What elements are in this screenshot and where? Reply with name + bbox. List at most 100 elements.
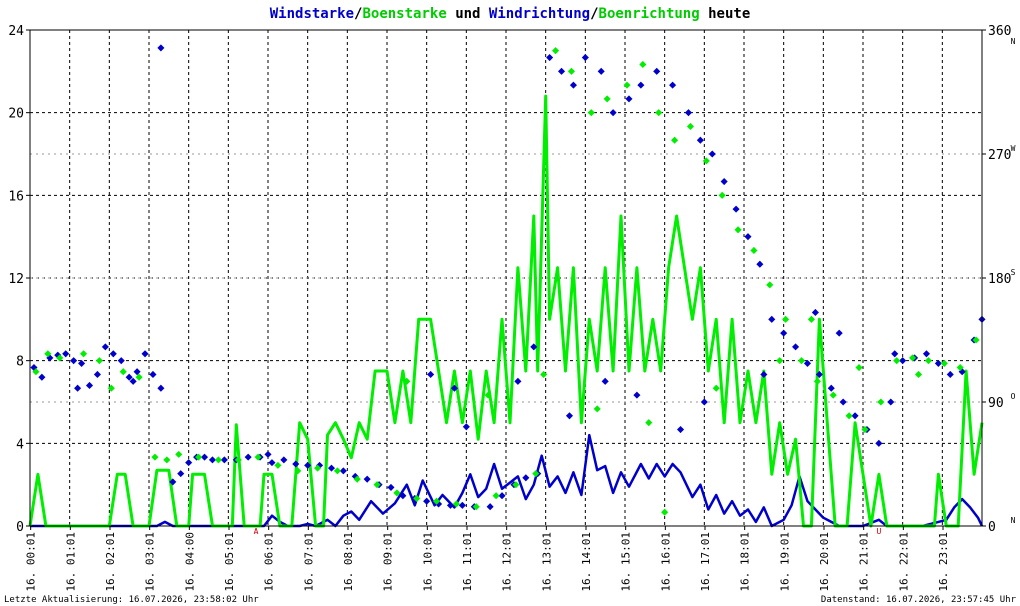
data-point-windrichtung — [708, 150, 716, 158]
data-point-windrichtung — [922, 350, 931, 358]
x-tick-label: 16. 22:01 — [897, 532, 910, 592]
data-point-boenrichtung — [214, 456, 222, 464]
data-point-windrichtung — [427, 370, 435, 378]
data-point-boenrichtung — [314, 464, 322, 472]
data-point-boenrichtung — [393, 489, 401, 497]
data-point-boenrichtung — [797, 357, 806, 365]
y-tick-label-right: 0 — [988, 520, 996, 535]
data-point-boenrichtung — [151, 453, 159, 461]
data-point-windrichtung — [423, 497, 431, 505]
data-point-boenrichtung — [80, 350, 88, 358]
data-point-boenrichtung — [294, 467, 302, 475]
data-point-boenrichtung — [234, 456, 242, 464]
data-point-windrichtung — [756, 260, 764, 268]
data-point-windrichtung — [339, 467, 347, 475]
y-tick-label-left: 4 — [16, 437, 24, 452]
data-point-boenrichtung — [861, 426, 869, 434]
data-point-windrichtung — [811, 308, 819, 316]
data-point-boenrichtung — [645, 419, 653, 427]
footer-last-update: Letzte Aktualisierung: 16.07.2026, 23:58… — [4, 595, 259, 605]
data-point-windrichtung — [117, 357, 125, 365]
x-tick-label: 16. 01:01 — [64, 532, 77, 592]
series-line-windstarke — [30, 433, 984, 528]
compass-label: N — [1011, 516, 1016, 525]
data-point-windrichtung — [129, 377, 137, 385]
data-point-windrichtung — [522, 474, 530, 482]
data-point-windrichtung — [546, 54, 554, 62]
data-point-windrichtung — [185, 459, 193, 467]
data-point-windrichtung — [149, 370, 157, 378]
data-point-boenrichtung — [671, 136, 679, 144]
data-point-windrichtung — [827, 384, 835, 392]
x-tick-label: 16. 05:01 — [223, 532, 236, 592]
grid-layer — [30, 30, 982, 526]
data-point-boenrichtung — [353, 475, 361, 483]
data-point-windrichtung — [157, 384, 165, 392]
chart-title-part: und — [447, 6, 489, 22]
data-point-boenrichtung — [909, 354, 917, 362]
y-tick-label-right: 270 — [988, 148, 1011, 163]
data-point-windrichtung — [609, 109, 617, 117]
data-point-windrichtung — [446, 501, 455, 509]
x-tick-label: 16. 21:01 — [858, 532, 871, 592]
data-point-windrichtung — [304, 461, 312, 469]
data-point-windrichtung — [220, 456, 228, 464]
data-point-boenrichtung — [877, 398, 885, 406]
x-tick-label: 16. 23:01 — [937, 532, 950, 592]
data-point-windrichtung — [264, 450, 272, 458]
x-tick-label: 16. 07:01 — [302, 532, 315, 592]
data-point-windrichtung — [399, 492, 407, 500]
data-point-boenrichtung — [107, 384, 115, 392]
x-tick-label: 16. 08:01 — [342, 532, 355, 592]
data-point-windrichtung — [637, 81, 645, 89]
data-point-windrichtung — [38, 373, 46, 381]
x-tick-label: 16. 18:01 — [739, 532, 752, 592]
chart-title: Windstarke/Boenstarke und Windrichtung/B… — [270, 6, 751, 22]
data-point-boenrichtung — [32, 368, 40, 376]
data-point-windrichtung — [78, 359, 86, 367]
data-point-boenrichtung — [135, 373, 143, 381]
y-tick-label-left: 0 — [16, 520, 24, 535]
data-point-windrichtung — [946, 370, 954, 378]
chart-title-part: / — [354, 6, 362, 22]
data-point-windrichtung — [85, 381, 94, 390]
data-point-boenrichtung — [175, 450, 183, 458]
y-tick-label-left: 24 — [8, 24, 24, 39]
data-point-boenrichtung — [484, 391, 492, 399]
data-point-windrichtung — [633, 391, 641, 399]
data-point-boenrichtung — [845, 412, 853, 420]
data-point-boenrichtung — [924, 357, 932, 365]
footer-data-status: Datenstand: 16.07.2026, 23:57:45 Uhr — [821, 595, 1017, 605]
sun-marker-label: U — [876, 527, 881, 536]
data-point-windrichtung — [125, 373, 133, 381]
data-point-windrichtung — [835, 329, 843, 337]
data-point-windrichtung — [891, 350, 899, 358]
data-point-windrichtung — [292, 460, 300, 468]
data-point-windrichtung — [458, 501, 466, 509]
compass-label: N — [1011, 37, 1016, 46]
x-tick-label: 16. 10:01 — [421, 532, 434, 592]
data-point-windrichtung — [851, 412, 859, 420]
data-point-windrichtung — [887, 398, 895, 406]
data-point-windrichtung — [700, 398, 708, 406]
data-point-boenrichtung — [56, 354, 64, 362]
x-tick-label: 16. 16:01 — [659, 532, 672, 592]
data-point-windrichtung — [101, 343, 109, 351]
data-point-boenrichtung — [639, 60, 647, 68]
data-point-windrichtung — [601, 377, 609, 385]
data-point-windrichtung — [200, 453, 209, 461]
data-point-boenrichtung — [940, 359, 948, 367]
data-point-boenrichtung — [163, 456, 171, 464]
y-tick-label-right: 90 — [988, 396, 1004, 411]
data-point-boenrichtung — [807, 315, 815, 323]
x-tick-label: 16. 09:01 — [382, 532, 395, 592]
y-tick-label-left: 20 — [8, 107, 24, 122]
data-point-boenrichtung — [452, 500, 460, 508]
x-tick-label: 16. 19:01 — [778, 532, 791, 592]
data-point-boenrichtung — [661, 508, 669, 516]
x-tick-label: 16. 15:01 — [620, 532, 633, 592]
y-tick-label-left: 16 — [8, 189, 24, 204]
x-tick-label: 16. 17:01 — [699, 532, 712, 592]
data-point-windrichtung — [498, 492, 506, 500]
data-point-boenrichtung — [734, 226, 742, 234]
